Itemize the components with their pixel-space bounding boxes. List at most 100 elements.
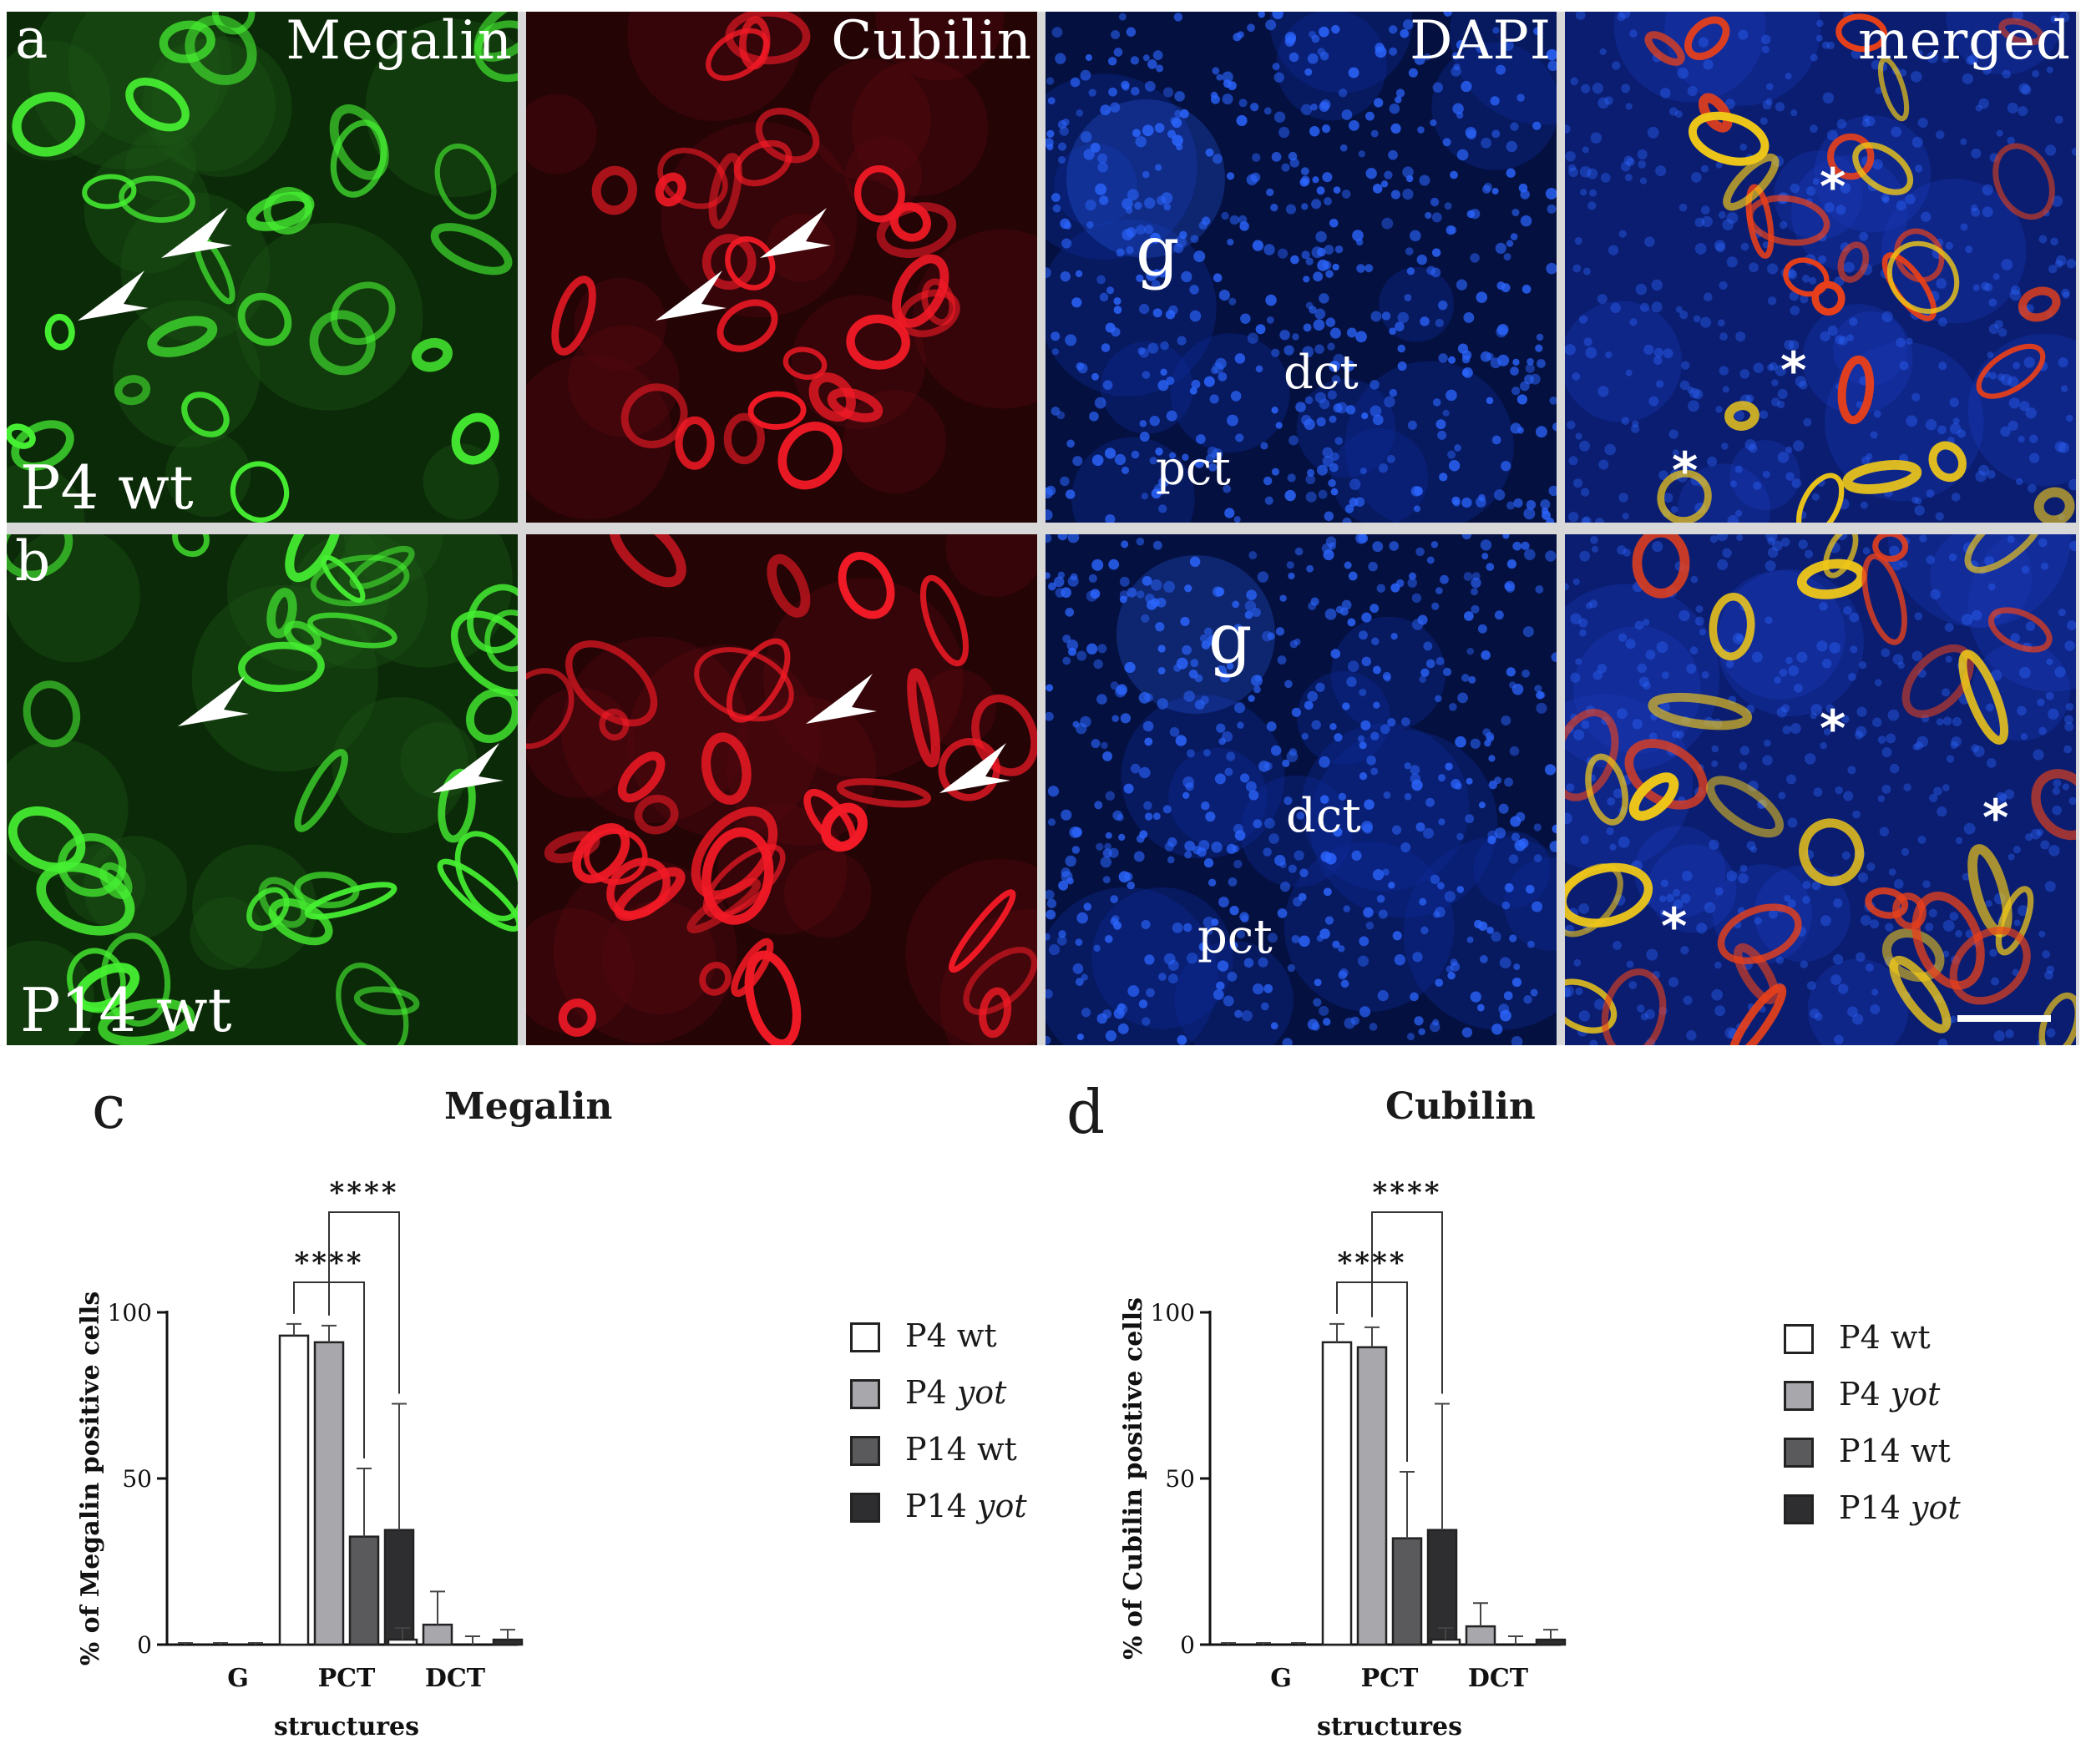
- nucleus: [1219, 672, 1231, 683]
- nucleus: [1672, 888, 1681, 897]
- nucleus: [1311, 34, 1320, 43]
- nucleus: [1390, 123, 1401, 134]
- nucleus: [2029, 434, 2038, 443]
- nucleus: [1142, 371, 1151, 379]
- nucleus: [1387, 718, 1396, 727]
- tubule: [307, 612, 397, 649]
- nucleus: [1373, 701, 1380, 709]
- nucleus: [1521, 285, 1532, 294]
- tubule: [1837, 241, 1870, 283]
- tubule: [1872, 534, 1909, 562]
- nucleus: [1545, 187, 1557, 200]
- nucleus: [2055, 255, 2067, 266]
- nucleus: [1829, 642, 1841, 654]
- nucleus: [1768, 909, 1778, 919]
- nucleus: [1447, 971, 1456, 980]
- nucleus: [1510, 233, 1518, 240]
- nucleus: [1862, 114, 1870, 122]
- nucleus: [1651, 301, 1663, 313]
- nucleus: [1388, 149, 1398, 160]
- chart-title: Megalin: [444, 1085, 613, 1128]
- nucleus: [1841, 851, 1851, 860]
- nucleus: [1791, 478, 1802, 488]
- nucleus: [2036, 828, 2044, 837]
- nucleus: [1072, 963, 1084, 974]
- nucleus: [1182, 644, 1192, 655]
- nucleus: [1613, 941, 1622, 950]
- nucleus: [1877, 795, 1886, 802]
- nucleus: [1613, 788, 1623, 799]
- nucleus: [1253, 819, 1263, 829]
- nucleus: [1545, 550, 1557, 562]
- nucleus: [1912, 743, 1920, 751]
- nucleus: [1494, 827, 1506, 839]
- nucleus: [1203, 857, 1214, 868]
- nucleus: [1338, 88, 1348, 98]
- nucleus: [1272, 12, 1283, 20]
- nucleus: [1248, 790, 1259, 801]
- nucleus: [1141, 614, 1150, 623]
- nucleus: [1824, 202, 1835, 213]
- nucleus: [1480, 539, 1492, 551]
- tubule: [963, 947, 1037, 1016]
- nucleus: [1155, 447, 1163, 456]
- tubule: [558, 998, 596, 1037]
- nucleus: [1252, 983, 1264, 995]
- nucleus: [1233, 859, 1243, 869]
- nucleus: [1114, 453, 1127, 466]
- nucleus: [1180, 109, 1189, 119]
- tubule: [1648, 692, 1753, 730]
- nucleus: [1764, 560, 1776, 572]
- tubule: [838, 551, 895, 619]
- nucleus: [1470, 253, 1480, 263]
- nucleus: [1618, 837, 1630, 848]
- nucleus: [1785, 472, 1795, 481]
- tubule: [454, 831, 518, 922]
- nucleus: [1203, 376, 1215, 387]
- nucleus: [1512, 358, 1520, 366]
- nucleus: [1234, 353, 1246, 364]
- nucleus: [1142, 720, 1154, 732]
- nucleus: [1102, 876, 1111, 884]
- nucleus: [1532, 901, 1543, 912]
- nucleus: [1856, 706, 1867, 717]
- nucleus: [1272, 63, 1280, 71]
- nucleus: [2025, 407, 2037, 419]
- nucleus: [1134, 201, 1142, 210]
- tubule: [1886, 240, 1960, 314]
- nucleus: [1344, 561, 1352, 569]
- nucleus: [1548, 485, 1557, 497]
- tubule: [11, 420, 74, 471]
- nucleus: [1100, 856, 1112, 868]
- nucleus: [1637, 663, 1647, 674]
- nucleus: [1625, 369, 1633, 377]
- nucleus: [1376, 584, 1386, 593]
- nucleus: [1736, 534, 1744, 542]
- nucleus: [1724, 1027, 1737, 1039]
- nucleus: [1647, 126, 1659, 139]
- nucleus: [1987, 583, 1996, 591]
- nucleus: [1289, 748, 1298, 756]
- nucleus: [1343, 905, 1350, 912]
- nucleus: [1511, 832, 1521, 842]
- nucleus: [1055, 53, 1066, 64]
- nucleus: [1582, 146, 1589, 154]
- tubule: [731, 938, 774, 998]
- nucleus: [1319, 293, 1329, 304]
- tubule: [1995, 886, 2034, 956]
- nucleus: [1229, 941, 1238, 950]
- nucleus: [1669, 913, 1679, 923]
- nucleus: [1203, 627, 1213, 636]
- nucleus: [1822, 41, 1830, 49]
- tubule: [1628, 772, 1679, 821]
- nucleus: [1117, 833, 1126, 842]
- nucleus: [1309, 306, 1317, 314]
- nucleus: [2001, 259, 2013, 270]
- nucleus: [1113, 48, 1123, 57]
- nucleus: [1237, 721, 1244, 730]
- nucleus: [1653, 347, 1663, 357]
- nucleus: [1389, 47, 1398, 56]
- nucleus: [1342, 702, 1350, 710]
- nucleus: [1101, 343, 1111, 352]
- legend-swatch: [1784, 1494, 1814, 1524]
